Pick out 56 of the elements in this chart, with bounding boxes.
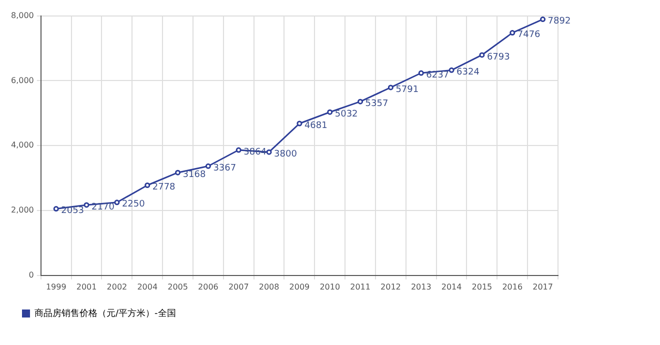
point <box>84 202 90 208</box>
legend-label: 商品房销售价格（元/平方米）-全国 <box>34 308 176 319</box>
x-tick-label: 2013 <box>410 282 432 292</box>
y-tick-label: 8,000 <box>10 10 34 20</box>
y-tick-label: 2,000 <box>10 206 34 215</box>
data-label: 5791 <box>396 84 419 95</box>
data-label: 2778 <box>152 182 176 193</box>
data-label: 7892 <box>548 16 571 27</box>
data-label: 6237 <box>426 70 450 80</box>
data-label: 4681 <box>304 120 328 131</box>
x-tick-label: 2014 <box>441 282 462 292</box>
point <box>418 70 424 76</box>
point <box>296 120 302 126</box>
x-tick-label: 2001 <box>76 282 97 292</box>
x-tick-label: 2011 <box>350 282 370 292</box>
point <box>144 182 150 188</box>
data-label: 5032 <box>334 109 358 120</box>
point <box>114 200 120 206</box>
x-tick-label: 2004 <box>137 282 158 292</box>
x-tick-label: 2008 <box>258 282 280 292</box>
point <box>540 16 546 22</box>
point <box>510 30 516 36</box>
data-label: 7476 <box>517 30 541 40</box>
y-tick-label: 6,000 <box>10 76 34 85</box>
x-tick-label: 2005 <box>168 282 188 292</box>
data-label: 6793 <box>486 52 510 62</box>
point <box>236 147 242 153</box>
data-label: 2250 <box>122 200 146 210</box>
x-tick-label: 1999 <box>46 282 66 292</box>
x-tick-label: 2017 <box>532 282 553 292</box>
point <box>266 149 272 155</box>
data-label: 2053 <box>61 206 84 216</box>
x-tick-label: 2006 <box>198 282 218 292</box>
point <box>175 170 181 176</box>
data-label: 6324 <box>456 68 480 78</box>
y-tick-label: 0 <box>28 270 34 280</box>
x-tick-label: 2010 <box>320 282 340 292</box>
point <box>205 163 211 169</box>
y-tick-label: 4,000 <box>10 140 34 150</box>
point <box>448 67 454 73</box>
x-tick-label: 2012 <box>380 282 401 292</box>
point <box>479 52 485 58</box>
x-tick-label: 2002 <box>106 282 128 292</box>
point <box>388 84 394 90</box>
x-tick-label: 2016 <box>502 282 523 292</box>
x-tick-label: 2015 <box>472 282 492 292</box>
data-label: 3168 <box>182 170 206 180</box>
data-label: 2170 <box>92 202 115 212</box>
point <box>327 109 333 115</box>
point <box>53 206 59 212</box>
data-label: 5357 <box>365 98 388 109</box>
data-label: 3367 <box>213 163 236 174</box>
x-tick-label: 2009 <box>289 282 310 292</box>
x-tick-label: 2007 <box>228 282 249 292</box>
data-label: 3800 <box>274 149 298 160</box>
point <box>358 98 364 104</box>
